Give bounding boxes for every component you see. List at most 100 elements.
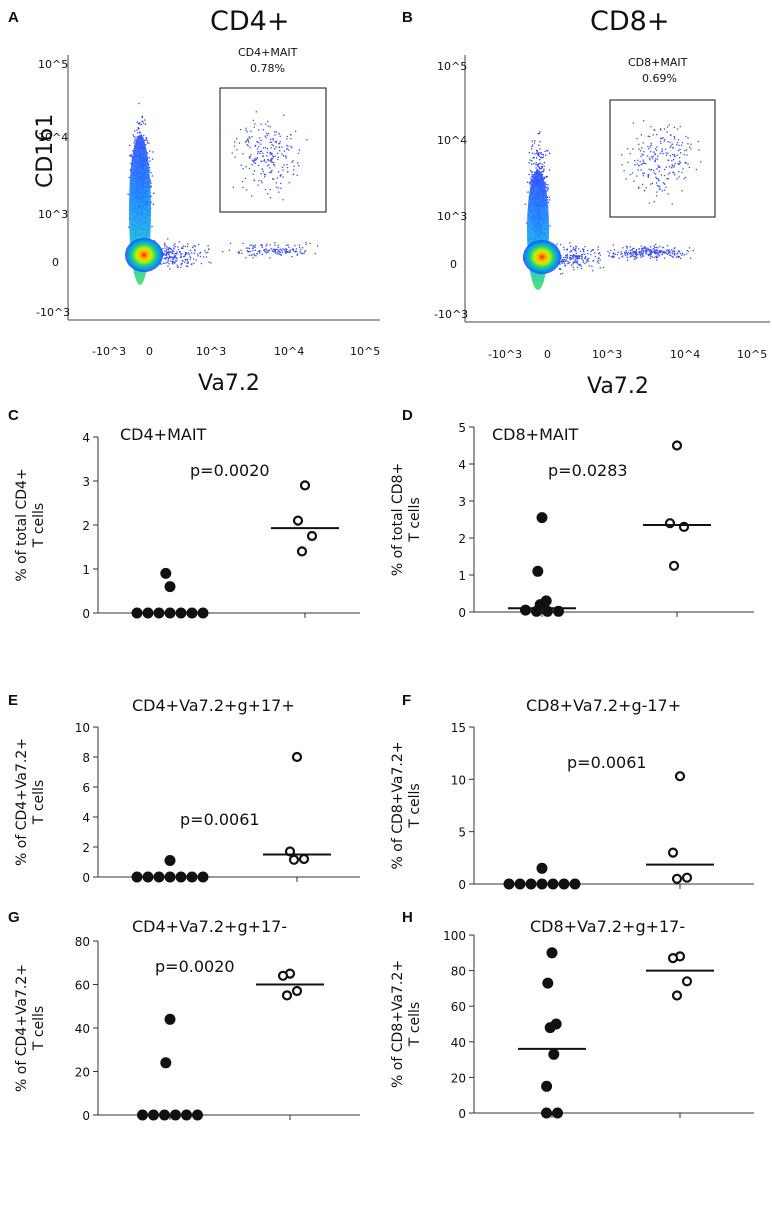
flow-event bbox=[655, 257, 658, 259]
flow-event bbox=[165, 254, 168, 256]
flow-event bbox=[254, 246, 256, 248]
panel-a-ytick-4: -10^3 bbox=[36, 306, 70, 319]
flow-event bbox=[631, 252, 633, 254]
flow-event bbox=[174, 243, 176, 245]
flow-event bbox=[643, 161, 645, 163]
flow-event bbox=[670, 134, 672, 137]
flow-event bbox=[640, 253, 642, 256]
data-point-filled bbox=[175, 871, 187, 883]
flow-event bbox=[642, 252, 644, 254]
flow-event bbox=[245, 129, 247, 131]
flow-event bbox=[536, 149, 538, 151]
flow-event bbox=[661, 190, 663, 192]
flow-event bbox=[150, 185, 152, 187]
flow-event bbox=[270, 141, 273, 143]
flow-event bbox=[285, 244, 288, 246]
flow-event bbox=[653, 169, 655, 172]
flow-event bbox=[586, 260, 588, 262]
flow-event bbox=[569, 254, 571, 256]
flow-event bbox=[245, 140, 248, 142]
flow-event bbox=[543, 168, 545, 170]
flow-event bbox=[639, 251, 641, 253]
flow-event bbox=[537, 164, 539, 166]
flow-event bbox=[194, 250, 196, 252]
flow-event bbox=[666, 245, 669, 247]
flow-event bbox=[677, 149, 680, 152]
flow-event bbox=[613, 253, 615, 255]
flow-event bbox=[669, 155, 671, 157]
flow-event bbox=[647, 176, 649, 178]
flow-event bbox=[626, 254, 629, 256]
flow-event bbox=[288, 246, 290, 248]
data-point-filled bbox=[503, 878, 515, 890]
flow-event bbox=[635, 254, 638, 256]
flow-event bbox=[185, 252, 187, 254]
flow-event bbox=[129, 154, 131, 157]
flow-event bbox=[549, 169, 551, 171]
flow-event bbox=[274, 165, 276, 167]
flow-event bbox=[247, 247, 249, 249]
flow-event bbox=[269, 249, 271, 251]
flow-event bbox=[274, 131, 276, 133]
panel-b-xtick-4: 10^5 bbox=[737, 348, 767, 361]
flow-event bbox=[575, 250, 577, 252]
flow-event bbox=[665, 251, 667, 253]
y-tick-label: 10 bbox=[451, 773, 466, 787]
flow-event bbox=[185, 265, 187, 267]
data-point-filled bbox=[569, 878, 581, 890]
flow-event bbox=[130, 155, 132, 157]
flow-event bbox=[248, 156, 250, 158]
flow-event bbox=[641, 183, 644, 186]
flow-event bbox=[664, 148, 667, 150]
flow-event bbox=[655, 195, 658, 197]
y-tick-label: 100 bbox=[443, 929, 466, 943]
flow-event bbox=[543, 177, 545, 180]
y-axis-label: % of total CD4+T cells bbox=[14, 468, 47, 581]
flow-event bbox=[583, 251, 585, 253]
flow-event bbox=[679, 162, 682, 164]
data-point-filled bbox=[181, 1109, 192, 1121]
flow-event bbox=[542, 171, 544, 173]
flow-event bbox=[656, 182, 658, 184]
flow-event bbox=[260, 173, 262, 175]
flow-event bbox=[639, 160, 641, 163]
data-point-filled bbox=[153, 871, 165, 883]
flow-event bbox=[269, 189, 271, 191]
flow-event bbox=[286, 144, 288, 147]
flow-event bbox=[572, 255, 574, 257]
flow-event bbox=[146, 142, 149, 144]
flow-event bbox=[531, 152, 534, 154]
flow-event bbox=[673, 136, 675, 138]
flow-event bbox=[658, 250, 661, 252]
flow-event bbox=[656, 252, 658, 254]
flow-event bbox=[266, 148, 269, 150]
flow-event bbox=[543, 176, 545, 179]
flow-event bbox=[658, 180, 660, 182]
flow-event bbox=[274, 251, 277, 253]
flow-event bbox=[303, 252, 305, 254]
flow-event bbox=[641, 252, 643, 254]
flow-event bbox=[273, 250, 275, 252]
flow-event bbox=[249, 155, 251, 158]
flow-event bbox=[648, 148, 650, 150]
flow-event bbox=[660, 128, 662, 130]
flow-event bbox=[548, 196, 550, 198]
panel-a-xtick-4: 10^5 bbox=[350, 345, 380, 358]
flow-event bbox=[692, 249, 694, 252]
flow-event bbox=[278, 191, 280, 193]
flow-event bbox=[171, 261, 173, 263]
data-point-open bbox=[299, 480, 311, 491]
y-axis-label-line: T cells bbox=[407, 1002, 423, 1047]
y-tick-label: 0 bbox=[458, 878, 466, 892]
panel-title: CD4+Va7.2+g+17+ bbox=[132, 696, 295, 715]
flow-event bbox=[645, 253, 647, 255]
flow-event bbox=[173, 244, 175, 246]
flow-event bbox=[642, 172, 644, 174]
flow-event bbox=[663, 140, 665, 142]
flow-event bbox=[275, 141, 277, 144]
flow-event bbox=[549, 152, 551, 154]
flow-event bbox=[564, 263, 566, 265]
flow-event bbox=[648, 168, 650, 170]
flow-event bbox=[648, 202, 650, 204]
flow-event bbox=[613, 256, 615, 258]
